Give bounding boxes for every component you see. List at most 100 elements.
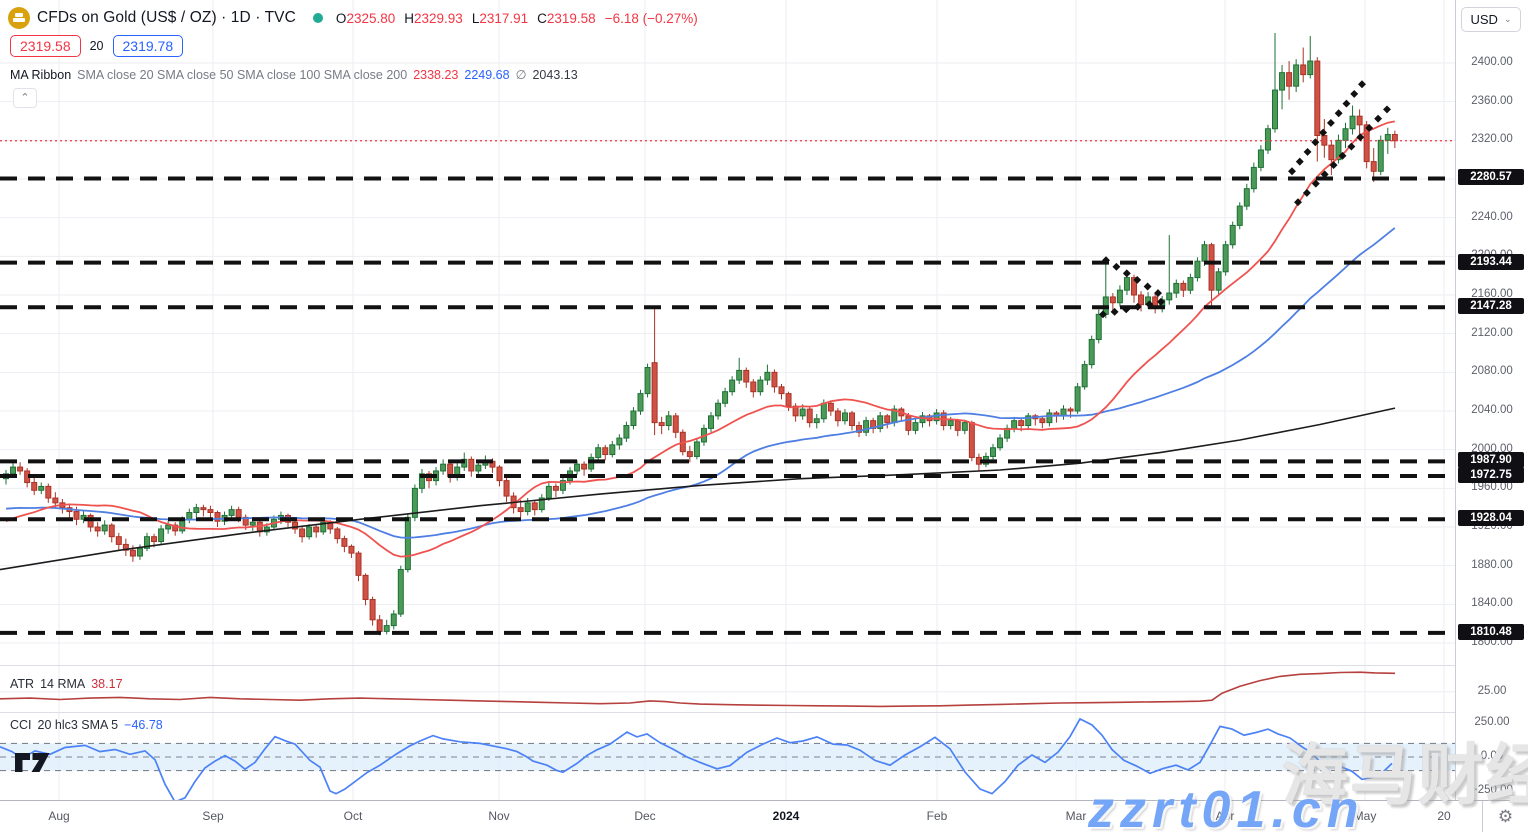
candle bbox=[602, 447, 609, 456]
price-tick-label: 2040.00 bbox=[1471, 404, 1513, 416]
flag-upper-dot bbox=[1303, 147, 1312, 156]
flag-upper-dot bbox=[1342, 99, 1351, 108]
tradingview-logo[interactable] bbox=[14, 750, 52, 774]
candle bbox=[496, 466, 503, 482]
gear-icon: ⚙ bbox=[1497, 806, 1514, 826]
candle bbox=[757, 379, 764, 393]
candle bbox=[792, 405, 799, 417]
candle bbox=[672, 415, 679, 433]
candle bbox=[468, 458, 475, 472]
sma50-line bbox=[5, 227, 1396, 539]
candle bbox=[651, 362, 658, 424]
time-axis[interactable]: Aug Sep Oct Nov Dec 2024 Feb Mar Apr May 20 bbox=[0, 800, 1528, 832]
cci-tick-label: 0.00 bbox=[1480, 750, 1504, 762]
candle bbox=[1222, 244, 1229, 273]
chevron-up-icon: ⌃ bbox=[20, 92, 30, 104]
candle bbox=[348, 545, 355, 554]
candle bbox=[341, 538, 348, 547]
candle bbox=[1243, 188, 1250, 207]
candle bbox=[10, 466, 17, 475]
candle bbox=[1370, 161, 1377, 172]
flag-upper-dot bbox=[1295, 157, 1304, 166]
atr-legend[interactable]: ATR 14 RMA 38.17 bbox=[10, 677, 123, 691]
collapse-indicators-button[interactable]: ⌃ bbox=[13, 88, 37, 108]
close-value: 2319.58 bbox=[546, 10, 596, 26]
candle bbox=[729, 379, 736, 393]
candle bbox=[158, 528, 165, 543]
atr-title: ATR bbox=[10, 677, 35, 691]
symbol-title[interactable]: CFDs on Gold (US$ / OZ) · 1D · TVC bbox=[37, 9, 296, 26]
candle bbox=[1011, 420, 1018, 429]
candle bbox=[165, 524, 172, 530]
candle bbox=[38, 485, 45, 491]
sma20-line bbox=[5, 120, 1395, 558]
cci-legend[interactable]: CCI 20 hlc3 SMA 5 −46.78 bbox=[10, 718, 163, 732]
axis-settings-button[interactable]: ⚙ bbox=[1482, 801, 1528, 832]
flag-upper-dot bbox=[1288, 167, 1296, 176]
ask-price-box[interactable]: 2319.78 bbox=[112, 35, 184, 57]
candle bbox=[806, 408, 813, 424]
candle bbox=[397, 569, 404, 615]
candle bbox=[1074, 386, 1081, 412]
candle bbox=[1187, 277, 1194, 291]
level-price-badge: 1972.75 bbox=[1458, 467, 1524, 484]
candle bbox=[207, 509, 214, 514]
candle bbox=[947, 420, 954, 427]
ma-ribbon-params: SMA close 20 SMA close 50 SMA close 100 … bbox=[77, 67, 408, 82]
candle bbox=[186, 512, 193, 520]
level-price-badge: 1928.04 bbox=[1458, 510, 1524, 527]
candle bbox=[193, 507, 200, 514]
candle bbox=[235, 509, 242, 518]
candle bbox=[362, 574, 369, 601]
sma200-line bbox=[0, 407, 1396, 571]
candle bbox=[1272, 89, 1278, 130]
candle bbox=[1201, 244, 1208, 262]
candle bbox=[313, 526, 320, 533]
time-tick-label: 20 bbox=[1437, 809, 1451, 823]
candle bbox=[299, 528, 306, 538]
candle bbox=[961, 422, 968, 431]
candle bbox=[524, 502, 531, 513]
time-tick-label: Dec bbox=[634, 809, 656, 823]
candle bbox=[813, 418, 820, 424]
flag-lower-dot bbox=[1329, 161, 1338, 170]
candle bbox=[644, 367, 651, 395]
candle bbox=[334, 528, 341, 540]
ma-ribbon-legend[interactable]: MA Ribbon SMA close 20 SMA close 50 SMA … bbox=[10, 67, 578, 83]
cci-tick-label: −250.00 bbox=[1471, 784, 1513, 796]
candle bbox=[750, 381, 757, 393]
candle bbox=[200, 507, 207, 511]
candle bbox=[1025, 415, 1032, 427]
bid-price-box[interactable]: 2319.58 bbox=[10, 35, 81, 57]
candle bbox=[17, 466, 24, 472]
candle bbox=[144, 536, 150, 549]
price-axis[interactable]: 2400.002360.002320.002280.002240.002200.… bbox=[1455, 0, 1528, 800]
candle bbox=[538, 497, 545, 511]
candle bbox=[475, 464, 482, 472]
candle bbox=[581, 463, 588, 470]
candle bbox=[1067, 408, 1074, 412]
candle bbox=[799, 408, 806, 417]
candle bbox=[1166, 292, 1173, 301]
low-value: 2317.91 bbox=[479, 10, 529, 26]
price-tick-label: 1840.00 bbox=[1471, 597, 1513, 610]
candle bbox=[693, 441, 700, 457]
currency-selector[interactable]: USD ⌄ bbox=[1461, 7, 1521, 32]
candle bbox=[503, 480, 510, 497]
candle bbox=[1131, 277, 1137, 296]
candle bbox=[1342, 128, 1349, 141]
candle bbox=[376, 619, 383, 632]
open-label: O bbox=[335, 10, 347, 26]
candle bbox=[834, 410, 841, 422]
market-status-icon[interactable] bbox=[312, 13, 323, 23]
candle bbox=[1314, 60, 1321, 137]
currency-label: USD bbox=[1470, 12, 1498, 27]
chevron-down-icon: ⌄ bbox=[1503, 14, 1512, 24]
price-tick-label: 2360.00 bbox=[1471, 94, 1513, 107]
close-label: C bbox=[537, 10, 547, 26]
candle bbox=[1384, 134, 1391, 141]
candle bbox=[355, 552, 362, 576]
candle bbox=[722, 391, 729, 404]
candle bbox=[778, 386, 785, 395]
